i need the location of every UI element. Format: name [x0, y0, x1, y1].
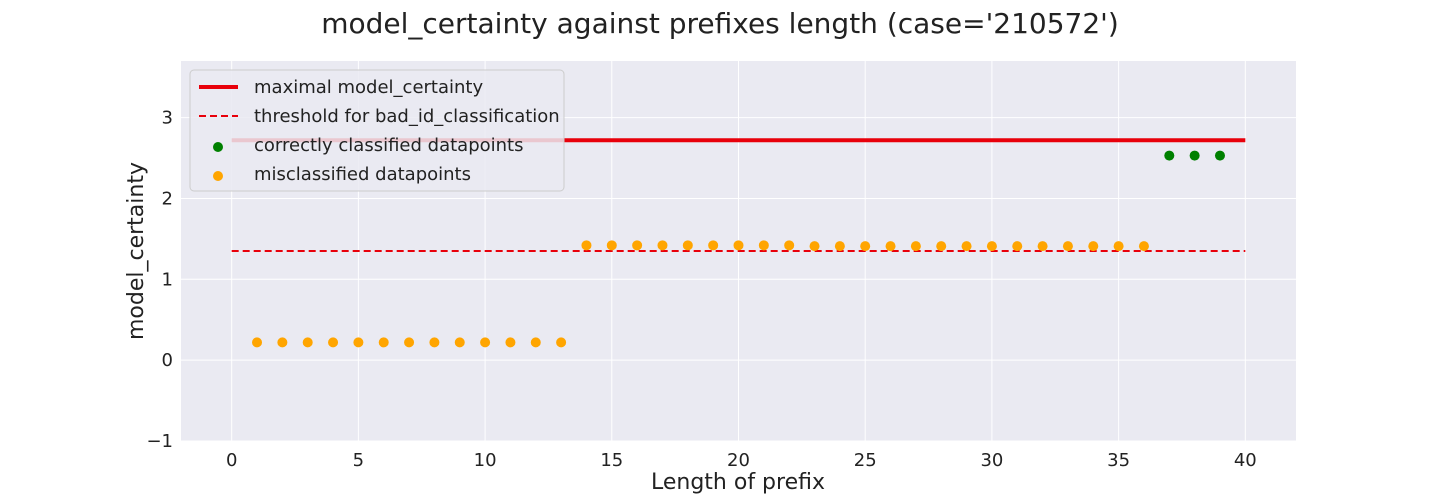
x-axis-label: Length of prefix: [651, 470, 825, 495]
x-tick-label: 40: [1234, 450, 1257, 471]
data-point: [530, 337, 541, 348]
x-tick-label: 35: [1107, 450, 1130, 471]
legend-box: [189, 69, 565, 192]
data-point: [936, 241, 947, 252]
chart-title: model_certainty against prefixes length …: [321, 7, 1119, 40]
data-point: [986, 241, 997, 252]
data-point: [353, 337, 364, 348]
data-point: [885, 241, 896, 252]
data-point: [1164, 150, 1175, 161]
legend-marker-dot: [213, 171, 223, 181]
x-tick-label: 25: [854, 450, 877, 471]
legend-label: maximal model_certainty: [254, 77, 483, 98]
data-point: [1088, 241, 1099, 252]
x-tick-label: 20: [727, 450, 750, 471]
x-tick-label: 10: [474, 450, 497, 471]
data-point: [328, 337, 339, 348]
data-point: [454, 337, 465, 348]
data-point: [556, 337, 567, 348]
data-points: [252, 150, 1225, 348]
data-point: [708, 240, 719, 251]
data-point: [632, 240, 643, 251]
x-tick-label: 15: [600, 450, 623, 471]
data-point: [860, 241, 871, 252]
y-tick-label: 3: [162, 108, 173, 129]
data-point: [1037, 241, 1048, 252]
data-point: [682, 240, 693, 251]
data-point: [1012, 241, 1023, 252]
data-point: [378, 337, 389, 348]
data-point: [277, 337, 288, 348]
legend-marker-dot: [213, 142, 223, 152]
data-point: [1113, 241, 1124, 252]
data-point: [1062, 241, 1073, 252]
legend-label: threshold for bad_id_classification: [254, 106, 560, 127]
y-tick-label: 0: [162, 350, 173, 371]
data-point: [302, 337, 313, 348]
x-tick-label: 5: [353, 450, 364, 471]
data-point: [429, 337, 440, 348]
data-point: [657, 240, 668, 251]
x-tick-label: 0: [226, 450, 237, 471]
data-point: [606, 240, 617, 251]
y-tick-label: 2: [162, 188, 173, 209]
data-point: [733, 240, 744, 251]
x-tick-labels: 0 5 10 15 20 25 30 35 40: [226, 450, 1257, 471]
legend-label: correctly classified datapoints: [254, 135, 523, 156]
data-point: [480, 337, 491, 348]
data-point: [404, 337, 415, 348]
y-tick-label: −1: [146, 431, 173, 452]
data-point: [961, 241, 972, 252]
x-tick-label: 30: [980, 450, 1003, 471]
legend-label: misclassified datapoints: [254, 164, 471, 185]
data-point: [1189, 150, 1200, 161]
data-point: [1138, 241, 1149, 252]
data-point: [784, 240, 795, 251]
data-point: [834, 241, 845, 252]
legend: maximal model_certainty threshold for bad…: [189, 69, 565, 192]
data-point: [910, 241, 921, 252]
data-point: [581, 240, 592, 251]
data-point: [1214, 150, 1225, 161]
y-tick-labels: −1 0 1 2 3: [146, 108, 173, 452]
y-tick-label: 1: [162, 269, 173, 290]
data-point: [809, 241, 820, 252]
y-axis-label: model_certainty: [124, 162, 149, 340]
data-point: [505, 337, 516, 348]
data-point: [252, 337, 263, 348]
data-point: [758, 240, 769, 251]
